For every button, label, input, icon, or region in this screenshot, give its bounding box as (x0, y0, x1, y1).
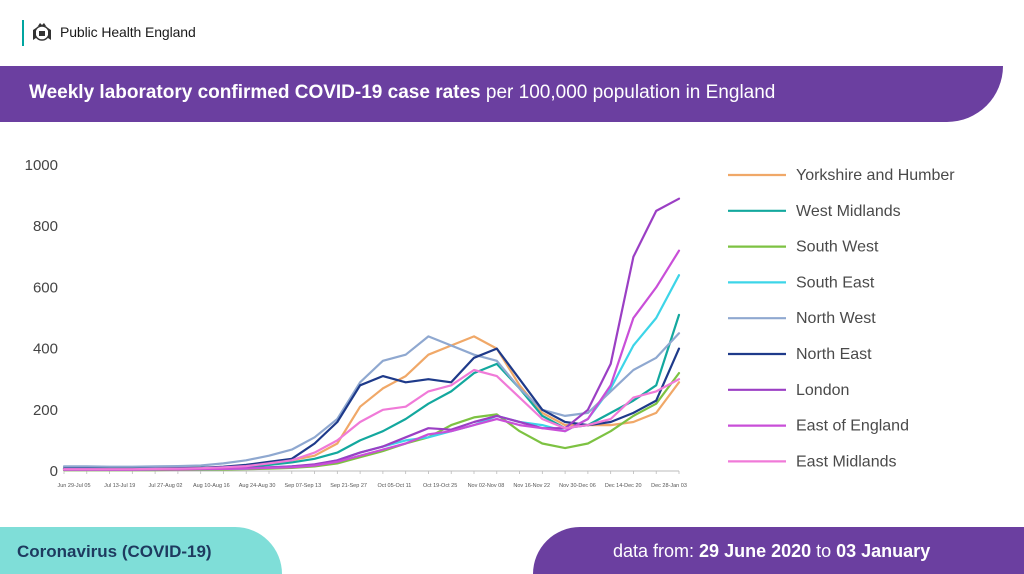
page-title: Weekly laboratory confirmed COVID-19 cas… (29, 82, 775, 104)
legend-label-north-west: North West (796, 310, 876, 327)
x-tick-label: Nov 16-Nov 22 (513, 483, 550, 489)
legend-label-west-midlands: West Midlands (796, 203, 901, 220)
y-tick-label: 0 (50, 463, 58, 480)
royal-crest-icon (33, 23, 51, 41)
x-tick-label: Nov 30-Dec 06 (559, 483, 596, 489)
date-range-connector: to (811, 541, 837, 561)
x-tick-label: Oct 19-Oct 25 (423, 483, 457, 489)
legend-label-south-west: South West (796, 239, 879, 256)
x-tick-label: Dec 28-Jan 03 (651, 483, 687, 489)
series-line-north-east (62, 347, 681, 470)
y-tick-label: 800 (33, 218, 58, 235)
x-tick-label: Jun 29-Jul 05 (57, 483, 90, 489)
date-range-end: 03 January (836, 541, 931, 561)
title-rest-part: per 100,000 population in England (480, 82, 776, 103)
footer-topic-label: Coronavirus (COVID-19) (17, 542, 212, 561)
date-range-prefix: data from: (613, 541, 700, 561)
line-chart: 0 200 400 600 800 1000 Jun 29-Jul 05 Jul 13-Jul… (0, 130, 1024, 530)
y-tick-label: 1000 (25, 157, 58, 174)
x-tick-label: Aug 24-Aug 30 (239, 483, 276, 489)
x-tick-label: Oct 05-Oct 11 (377, 483, 411, 489)
chart-canvas: 0 200 400 600 800 1000 Jun 29-Jul 05 Jul 13-Jul… (25, 157, 956, 489)
legend-label-south-east: South East (796, 274, 875, 291)
legend-label-east-midlands: East Midlands (796, 453, 897, 470)
header: Public Health England (0, 0, 1024, 64)
legend-label-east-of-england: East of England (796, 418, 909, 435)
legend-label-london: London (796, 382, 849, 399)
footer-left-panel (0, 527, 282, 574)
x-tick-label: Jul 27-Aug 02 (149, 483, 183, 489)
header-accent-bar (22, 20, 24, 46)
legend-label-north-east: North East (796, 346, 872, 363)
legend-label-yorkshire-and-humber: Yorkshire and Humber (796, 167, 955, 184)
series-line-north-west (62, 332, 681, 468)
x-tick-label: Aug 10-Aug 16 (193, 483, 230, 489)
y-tick-label: 400 (33, 341, 58, 358)
x-tick-label: Sep 21-Sep 27 (330, 483, 367, 489)
x-tick-label: Sep 07-Sep 13 (284, 483, 321, 489)
title-banner (0, 66, 1003, 122)
x-tick-label: Dec 14-Dec 20 (605, 483, 642, 489)
x-tick-label: Nov 02-Nov 08 (468, 483, 505, 489)
y-tick-label: 600 (33, 279, 58, 296)
organisation-name: Public Health England (60, 24, 196, 40)
series-line-west-midlands (62, 313, 681, 470)
series-line-south-west (62, 372, 681, 472)
series-line-london (62, 197, 681, 471)
y-tick-label: 200 (33, 402, 58, 419)
title-bold-part: Weekly laboratory confirmed COVID-19 cas… (29, 82, 481, 103)
footer-date-range: data from: 29 June 2020 to 03 January (613, 541, 930, 562)
date-range-start: 29 June 2020 (699, 541, 812, 561)
x-tick-label: Jul 13-Jul 19 (104, 483, 135, 489)
series-line-east-midlands (62, 368, 681, 471)
footer-right-panel (533, 527, 1024, 574)
